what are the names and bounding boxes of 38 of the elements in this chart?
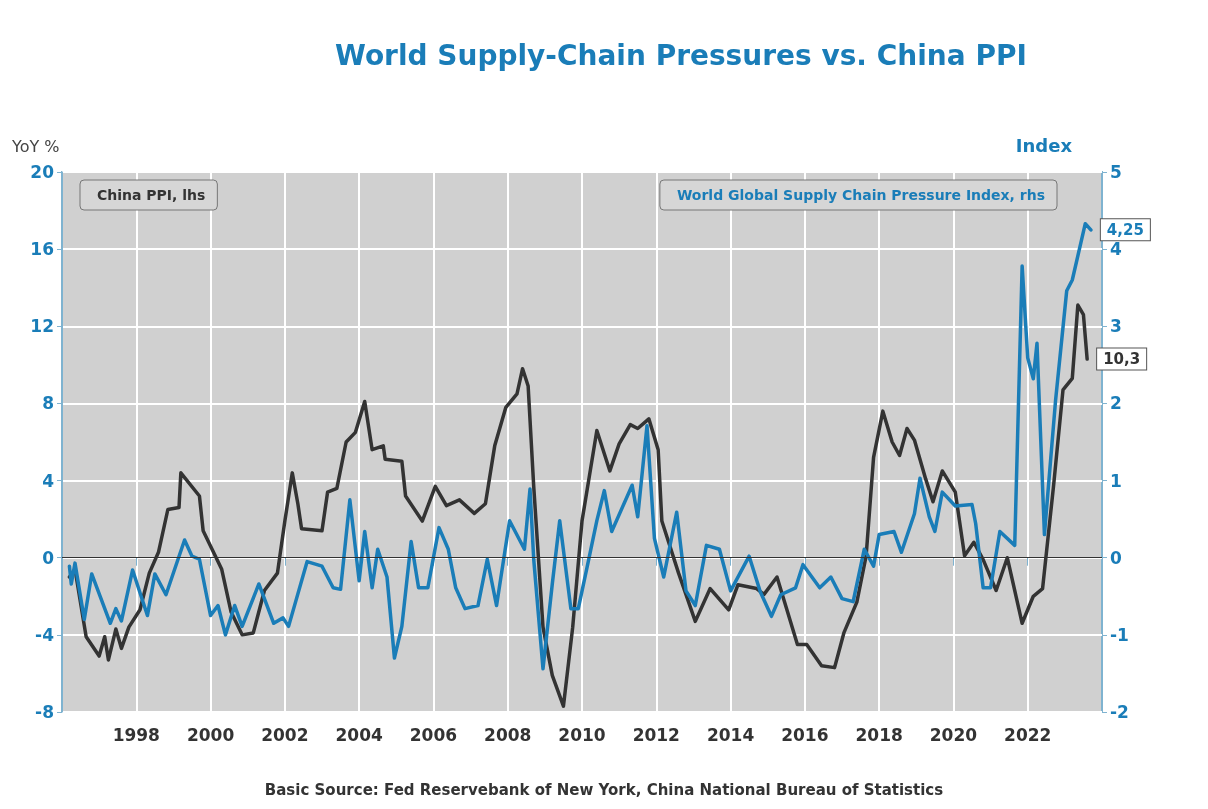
y2-tick-label: 0 <box>1110 547 1122 568</box>
y2-tick-label: 3 <box>1110 316 1122 337</box>
y2-axis-title: Index <box>1015 134 1073 156</box>
x-tick-label: 2022 <box>1004 724 1052 745</box>
text: China PPI, lhs <box>97 187 206 203</box>
y-tick-label: 12 <box>30 316 54 337</box>
x-tick-label: 2000 <box>186 724 235 745</box>
text: Basic Source: Fed Reservebank of New York, China National Bureau of Statistics <box>264 780 944 799</box>
x-tick-label: 2016 <box>781 724 829 745</box>
y-tick-label: 20 <box>30 162 55 182</box>
y2-tick-label: -1 <box>1110 624 1129 645</box>
y2-tick-label: -2 <box>1110 702 1129 722</box>
x-tick-label: 1998 <box>112 724 160 745</box>
x-tick-label: 2020 <box>929 724 978 745</box>
x-tick-label: 2018 <box>855 724 903 745</box>
y-tick-label: 16 <box>30 239 54 260</box>
y-tick-label: 0 <box>42 547 55 568</box>
y-tick-label: -4 <box>35 624 55 645</box>
x-tick-label: 2002 <box>261 724 309 745</box>
y2-tick-label: 1 <box>1110 470 1122 491</box>
y-tick-label: 8 <box>42 393 54 414</box>
text: World Global Supply Chain Pressure Index, rhs <box>676 187 1046 203</box>
y2-tick-label: 4 <box>1110 239 1122 260</box>
data-label: 4,25 <box>1106 220 1144 239</box>
y-axis-title: YoY % <box>11 136 60 156</box>
y2-tick-label: 2 <box>1110 393 1122 414</box>
x-tick-label: 2004 <box>335 724 383 745</box>
data-label: 10,3 <box>1103 350 1141 369</box>
x-tick-label: 2012 <box>632 724 680 745</box>
x-tick-label: 2008 <box>484 724 532 745</box>
x-tick-label: 2006 <box>409 724 458 745</box>
y2-tick-label: 5 <box>1110 162 1122 182</box>
y-tick-label: 4 <box>42 470 55 491</box>
x-tick-label: 2014 <box>706 724 755 745</box>
x-tick-label: 2010 <box>558 724 606 745</box>
chart-title: World Supply-Chain Pressures vs. China PPI <box>335 38 1027 72</box>
y-tick-label: -8 <box>35 702 54 722</box>
line-series <box>67 221 1093 671</box>
